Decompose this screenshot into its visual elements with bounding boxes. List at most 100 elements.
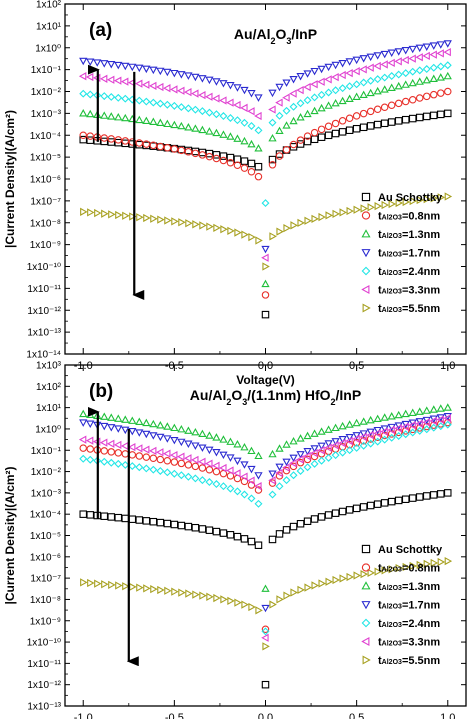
data-point <box>415 426 424 435</box>
data-point <box>346 206 354 216</box>
data-point <box>261 625 270 634</box>
data-point <box>86 58 95 66</box>
legend-label: Au Schottky <box>378 192 443 204</box>
data-point <box>212 110 221 119</box>
data-point <box>360 204 368 213</box>
data-point <box>366 122 375 130</box>
data-point <box>422 51 430 61</box>
data-point <box>408 494 417 502</box>
data-point <box>303 70 312 78</box>
data-point <box>373 52 382 60</box>
legend-label-part: O <box>393 289 399 296</box>
data-point <box>282 79 291 87</box>
data-point <box>128 451 137 459</box>
data-point <box>135 417 144 425</box>
data-point <box>248 232 256 242</box>
data-point <box>100 134 109 142</box>
data-point <box>373 414 382 423</box>
data-point <box>352 67 360 76</box>
data-point <box>324 453 333 462</box>
legend-entry: Au Schottky <box>361 544 443 556</box>
data-point <box>303 109 312 118</box>
data-point <box>380 427 388 436</box>
y-tick-label: 1x10⁻⁴ <box>30 131 61 142</box>
legend-label-part: 3 <box>398 622 402 629</box>
data-point <box>443 420 452 429</box>
data-point <box>296 136 305 144</box>
data-point <box>240 164 249 172</box>
data-point <box>191 73 200 82</box>
data-point <box>86 511 94 519</box>
data-point <box>367 568 375 577</box>
data-point <box>276 227 284 236</box>
data-point <box>394 410 403 419</box>
data-point <box>296 458 305 467</box>
legend-label-part: t <box>378 266 382 278</box>
data-point <box>283 591 291 600</box>
data-point <box>240 535 249 543</box>
data-point <box>254 482 262 491</box>
data-point <box>241 600 249 609</box>
data-point <box>401 409 410 418</box>
legend-label-part: Al <box>382 270 389 277</box>
data-point <box>226 98 234 107</box>
data-point <box>219 80 228 88</box>
data-point <box>219 130 228 138</box>
data-point <box>128 138 137 146</box>
x-axis-title: Voltage(V) <box>236 373 294 387</box>
data-point <box>177 452 185 461</box>
data-point <box>107 138 116 146</box>
data-point <box>269 600 277 609</box>
panel-title: Au/Al2O3/(1.1nm) HfO2/InP <box>190 387 361 407</box>
y-tick-label: 1x10⁻¹³ <box>27 328 61 339</box>
data-point <box>380 435 389 444</box>
data-point <box>436 62 445 71</box>
data-point <box>339 574 347 583</box>
legend-label-part: Al <box>382 252 389 259</box>
legend-label-part: 2 <box>389 307 393 314</box>
data-point <box>247 139 256 148</box>
data-point <box>422 75 431 84</box>
data-point <box>394 117 403 125</box>
data-point <box>443 413 452 421</box>
legend-entry: tAl2O3=1.3nm <box>361 229 440 241</box>
data-point <box>156 67 165 76</box>
data-point <box>331 129 340 138</box>
data-point <box>387 58 395 68</box>
data-point <box>247 537 256 546</box>
legend-label-part: 3 <box>398 233 402 240</box>
data-point <box>331 73 339 82</box>
data-point <box>430 111 438 120</box>
data-point <box>289 116 298 125</box>
data-point <box>394 424 402 433</box>
data-point <box>310 459 319 468</box>
data-point <box>86 420 95 429</box>
series-4 <box>79 40 452 254</box>
data-point <box>408 428 417 437</box>
data-point <box>359 109 368 118</box>
panel-title-part: Au/Al <box>234 26 271 42</box>
legend-label-part: Al <box>382 604 389 611</box>
data-point <box>296 434 305 442</box>
legend-label-part: t <box>378 581 382 593</box>
data-point <box>142 517 151 525</box>
data-point <box>443 40 452 48</box>
y-axis-title: |Current Density|(A/cm²) <box>3 110 17 248</box>
data-point <box>149 117 158 125</box>
legend-label-part: =3.3nm <box>402 285 440 297</box>
panel-title-part: O <box>276 26 287 42</box>
data-point <box>240 136 249 145</box>
panel-title-part: /InP <box>291 26 317 42</box>
data-point <box>233 84 242 92</box>
data-point <box>338 70 346 80</box>
panel-title: Au/Al2O3/InP <box>234 26 317 46</box>
data-point <box>289 459 297 468</box>
data-point <box>262 262 270 271</box>
data-point <box>303 455 312 464</box>
data-point <box>289 454 298 463</box>
data-point <box>108 210 116 219</box>
data-point <box>345 434 354 442</box>
data-point <box>100 60 109 68</box>
data-point <box>325 211 333 220</box>
data-point <box>353 571 361 580</box>
